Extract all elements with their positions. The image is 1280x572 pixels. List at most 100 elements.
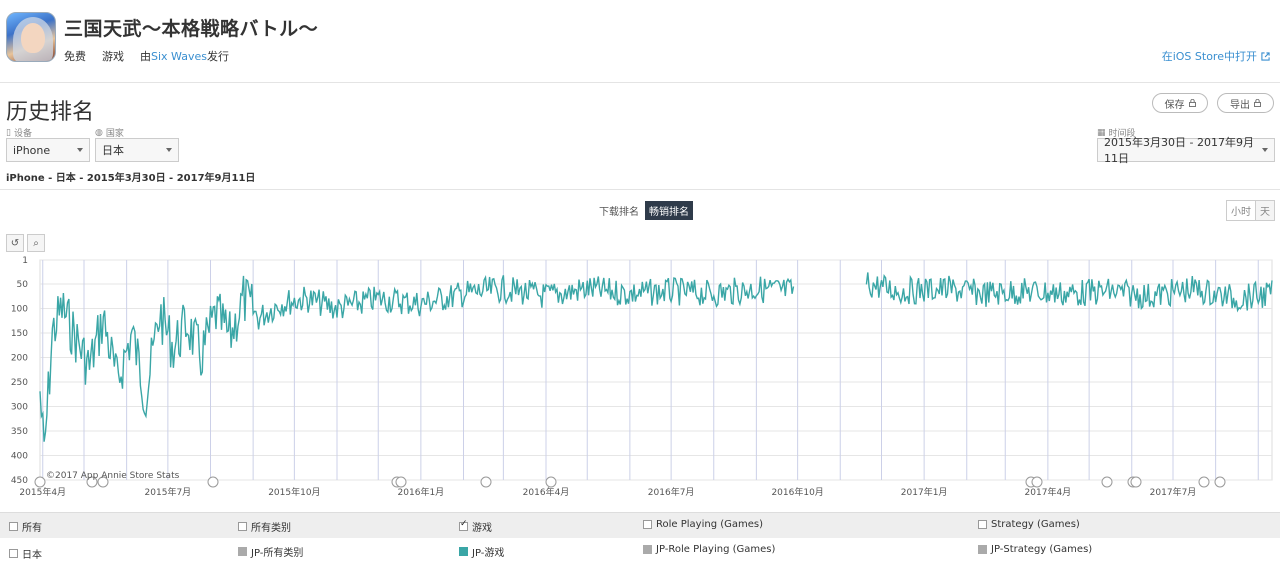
series-swatch	[643, 545, 652, 554]
country-select[interactable]: 日本	[95, 138, 179, 162]
checkbox-icon[interactable]	[238, 522, 247, 531]
export-button[interactable]: 导出	[1217, 93, 1274, 113]
category-label: 游戏	[102, 50, 124, 63]
open-in-ios-store-link[interactable]: 在iOS Store中打开	[1162, 48, 1270, 64]
x-tick-label: 2016年1月	[398, 486, 445, 498]
device-select[interactable]: iPhone	[6, 138, 90, 162]
checkbox-checked-icon[interactable]	[459, 519, 468, 531]
x-tick-label: 2016年10月	[771, 486, 823, 498]
legend-games[interactable]: 游戏	[459, 519, 492, 534]
hour-button[interactable]: 小时	[1231, 207, 1251, 218]
event-marker-icon	[395, 476, 407, 488]
legend-all-categories[interactable]: 所有类别	[238, 519, 291, 534]
date-range-select[interactable]: 2015年3月30日 - 2017年9月11日	[1097, 136, 1275, 165]
series-line-jp-games	[865, 272, 1273, 313]
x-tick-label: 2015年4月	[19, 486, 66, 498]
x-tick-label: 2017年1月	[901, 486, 948, 498]
event-marker-icon	[86, 476, 98, 488]
legend-all[interactable]: 所有	[9, 519, 42, 534]
country-label: ◍ 国家	[95, 126, 124, 140]
device-label: ▯ 设备	[6, 126, 32, 140]
lock-icon	[1254, 99, 1261, 107]
collapse-icon[interactable]	[9, 549, 18, 558]
save-label: 保存	[1164, 99, 1185, 111]
lock-icon	[1188, 99, 1196, 107]
device-label-text: 设备	[13, 129, 32, 139]
y-tick-label: 200	[11, 354, 28, 364]
event-marker-icon	[1214, 476, 1226, 488]
event-marker-icon	[480, 476, 492, 488]
download-rank-tab[interactable]: 下载排名	[599, 207, 639, 218]
series-swatch	[459, 547, 468, 556]
chart-series	[39, 272, 1273, 442]
x-tick-label: 2017年7月	[1150, 486, 1197, 498]
summary-divider	[0, 189, 1280, 190]
series-line-jp-games	[39, 275, 795, 442]
filter-summary: iPhone - 日本 - 2015年3月30日 - 2017年9月11日	[6, 173, 256, 184]
checkbox-icon[interactable]	[978, 520, 987, 529]
event-markers	[34, 476, 1226, 488]
country-label-text: 国家	[105, 129, 124, 139]
legend-jp-strategy[interactable]: JP-Strategy (Games)	[978, 544, 1092, 555]
section-title: 历史排名	[6, 100, 95, 125]
y-tick-label: 1	[22, 256, 28, 266]
y-tick-label: 350	[11, 427, 28, 437]
y-tick-label: 50	[17, 280, 29, 290]
legend-jp-role-playing[interactable]: JP-Role Playing (Games)	[643, 544, 775, 555]
save-button[interactable]: 保存	[1152, 93, 1208, 113]
series-swatch	[238, 547, 247, 556]
legend-role-playing[interactable]: Role Playing (Games)	[643, 519, 763, 530]
date-range-label: ▦ 时间段	[1097, 126, 1136, 140]
y-tick-label: 400	[11, 452, 28, 462]
legend-jp-all-categories[interactable]: JP-所有类别	[238, 544, 303, 559]
x-tick-label: 2017年4月	[1025, 486, 1072, 498]
publisher-line: 由Six Waves发行	[140, 48, 229, 64]
event-marker-icon	[545, 476, 557, 488]
date-range-value: 2015年3月30日 - 2017年9月11日	[1104, 136, 1254, 165]
zoom-icon: ⌕	[33, 237, 39, 249]
legend-jp-strategy-label: JP-Strategy (Games)	[991, 544, 1093, 555]
reset-zoom-button[interactable]: ↺	[6, 234, 24, 252]
date-label-text: 时间段	[1108, 129, 1136, 139]
legend-country-japan[interactable]: 日本	[9, 546, 42, 561]
chart-credit: ©2017 App Annie Store Stats	[46, 471, 180, 481]
event-marker-icon	[97, 476, 109, 488]
y-tick-label: 450	[11, 476, 28, 486]
price-label: 免费	[64, 50, 86, 63]
legend-strategy[interactable]: Strategy (Games)	[978, 519, 1080, 530]
chevron-down-icon	[77, 148, 83, 152]
globe-icon: ◍	[95, 127, 103, 138]
legend-jp-all-label: JP-所有类别	[251, 548, 304, 559]
legend-jp-role-playing-label: JP-Role Playing (Games)	[656, 544, 776, 555]
publisher-suffix: 发行	[206, 50, 229, 63]
legend-all-label: 所有	[22, 523, 42, 534]
event-marker-icon	[207, 476, 219, 488]
external-link-icon	[1261, 51, 1270, 61]
x-tick-label: 2015年7月	[145, 486, 192, 498]
publisher-link[interactable]: Six Waves	[151, 50, 207, 63]
app-icon	[6, 12, 56, 62]
grossing-rank-tab[interactable]: 畅销排名	[645, 201, 693, 220]
legend-jp-games-label: JP-游戏	[472, 548, 505, 559]
legend-role-playing-label: Role Playing (Games)	[656, 519, 764, 530]
event-marker-icon	[34, 476, 46, 488]
publisher-prefix: 由	[140, 50, 151, 63]
series-swatch	[978, 545, 987, 554]
event-marker-icon	[1031, 476, 1043, 488]
calendar-icon: ▦	[1097, 127, 1106, 138]
legend-header-row	[0, 512, 1280, 538]
event-marker-icon	[1101, 476, 1113, 488]
device-value: iPhone	[13, 143, 51, 157]
reset-icon: ↺	[10, 237, 20, 249]
zoom-button[interactable]: ⌕	[27, 234, 45, 252]
day-button[interactable]: 天	[1255, 201, 1274, 220]
y-tick-label: 100	[11, 305, 28, 315]
checkbox-icon[interactable]	[643, 520, 652, 529]
x-tick-label: 2015年10月	[268, 486, 320, 498]
chevron-down-icon	[166, 148, 172, 152]
checkbox-icon[interactable]	[9, 522, 18, 531]
chevron-down-icon	[1262, 148, 1268, 152]
legend-jp-games[interactable]: JP-游戏	[459, 544, 504, 559]
